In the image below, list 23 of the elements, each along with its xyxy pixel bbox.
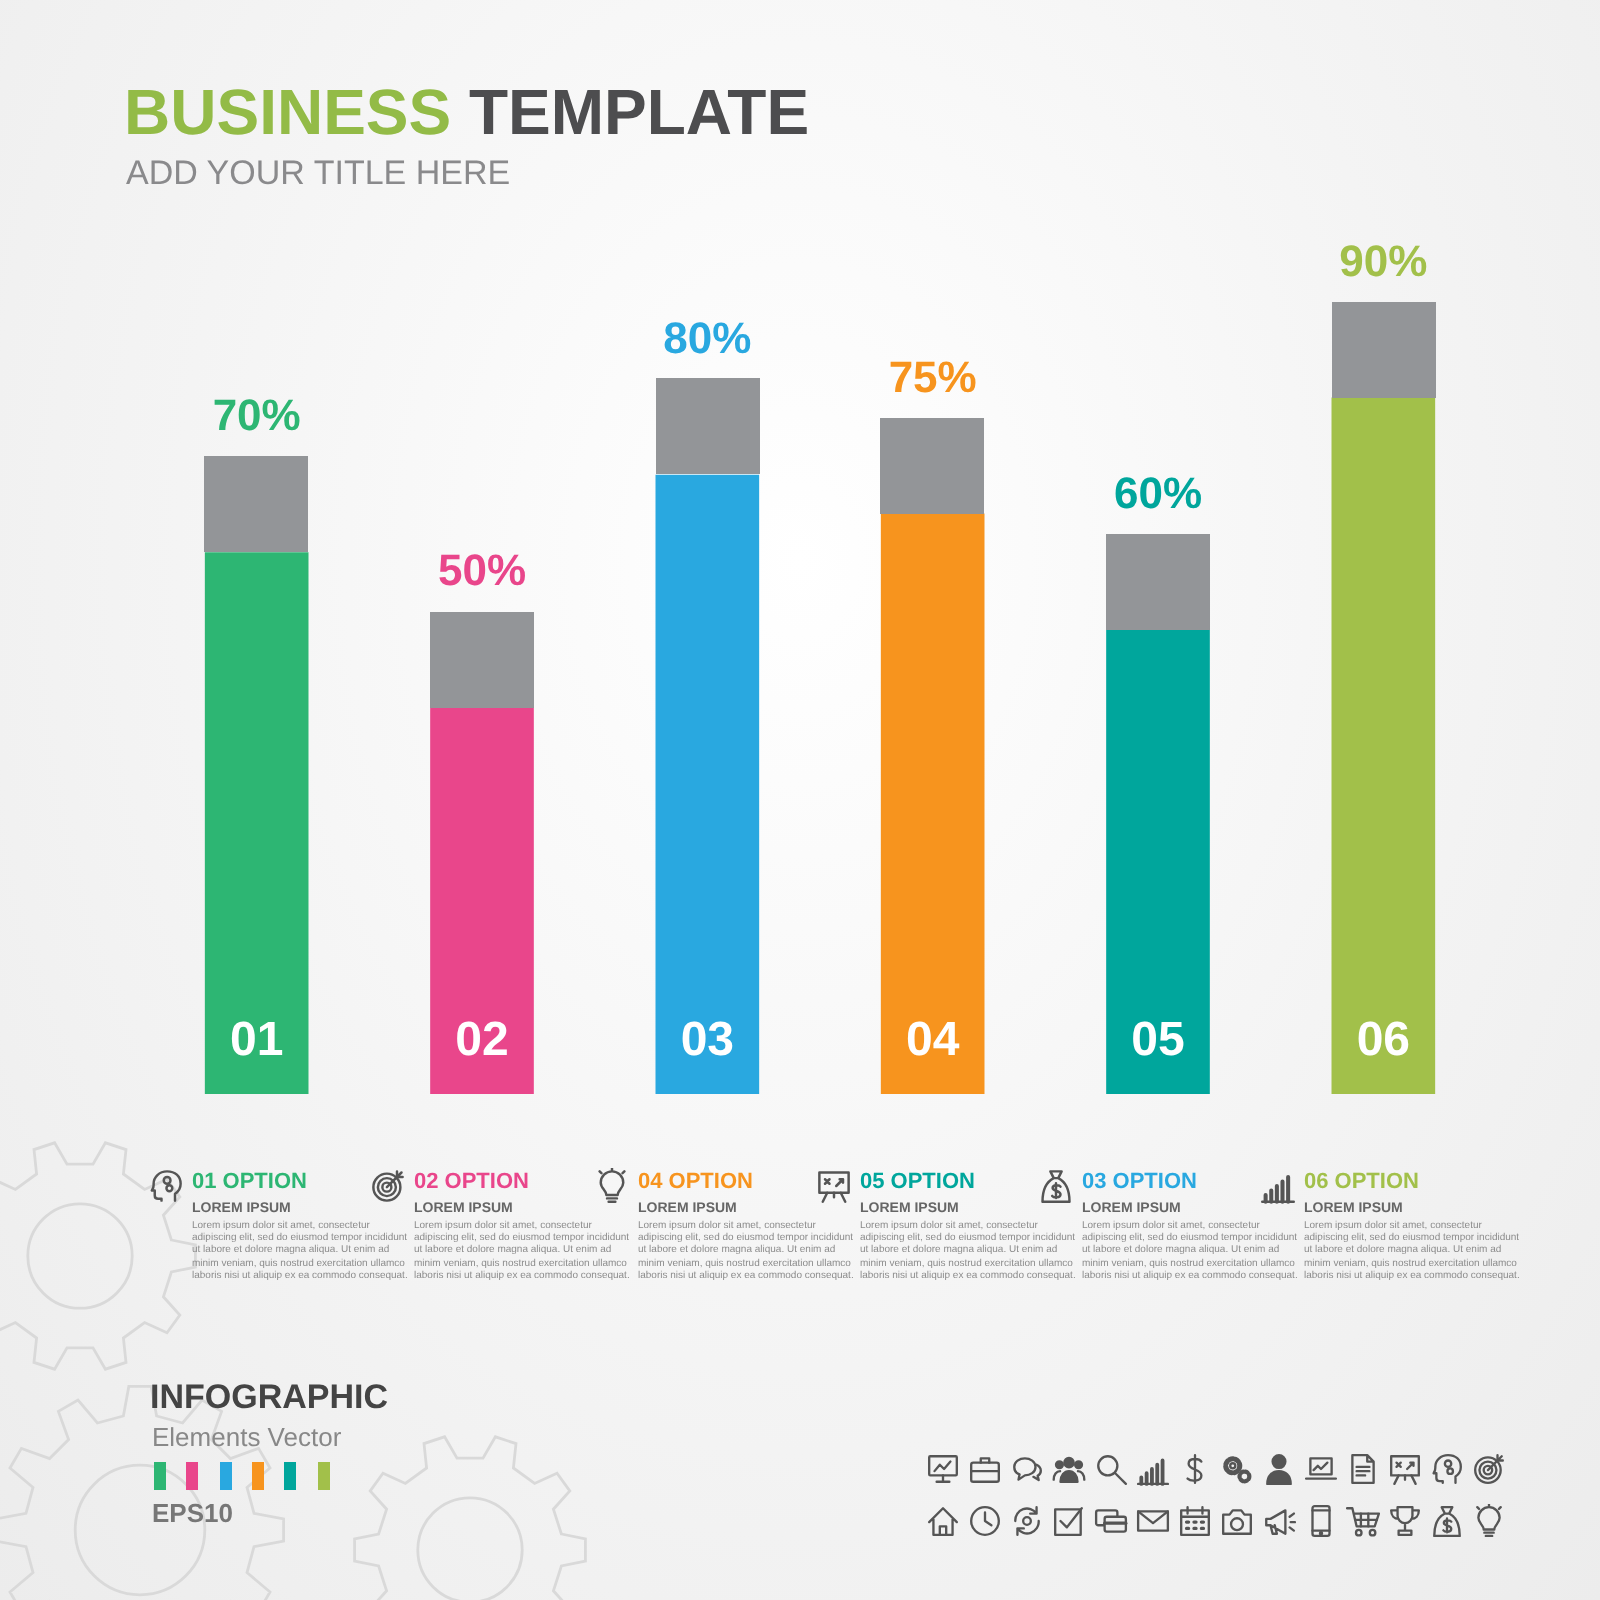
text: Elements Vector [152, 1422, 342, 1452]
text: EPS10 [152, 1498, 233, 1528]
x-tick-label: 03 [680, 1013, 735, 1068]
text: 01 OPTION [192, 1170, 307, 1194]
x-tick-label: 02 [455, 1013, 509, 1068]
data-label: 75% [888, 351, 977, 402]
data-label: 80% [663, 312, 752, 363]
text: 04 OPTION [638, 1170, 753, 1194]
text: INFOGRAPHIC [150, 1378, 388, 1418]
text: 05 OPTION [860, 1170, 975, 1194]
x-tick-label: 05 [1131, 1013, 1185, 1068]
data-label: 50% [437, 545, 527, 596]
data-label: 70% [212, 390, 301, 441]
x-tick-label: 06 [1356, 1013, 1411, 1068]
data-label: 60% [1113, 467, 1203, 518]
data-label: 90% [1339, 235, 1428, 286]
text: 02 OPTION [414, 1170, 529, 1194]
x-tick-label: 01 [229, 1013, 284, 1068]
chart-title: BUSINESS TEMPLATE [124, 76, 810, 150]
x-tick-label: 04 [905, 1013, 961, 1068]
text: 06 OPTION [1304, 1170, 1419, 1194]
text: 03 OPTION [1082, 1170, 1197, 1194]
chart-subtitle: ADD YOUR TITLE HERE [126, 154, 511, 194]
